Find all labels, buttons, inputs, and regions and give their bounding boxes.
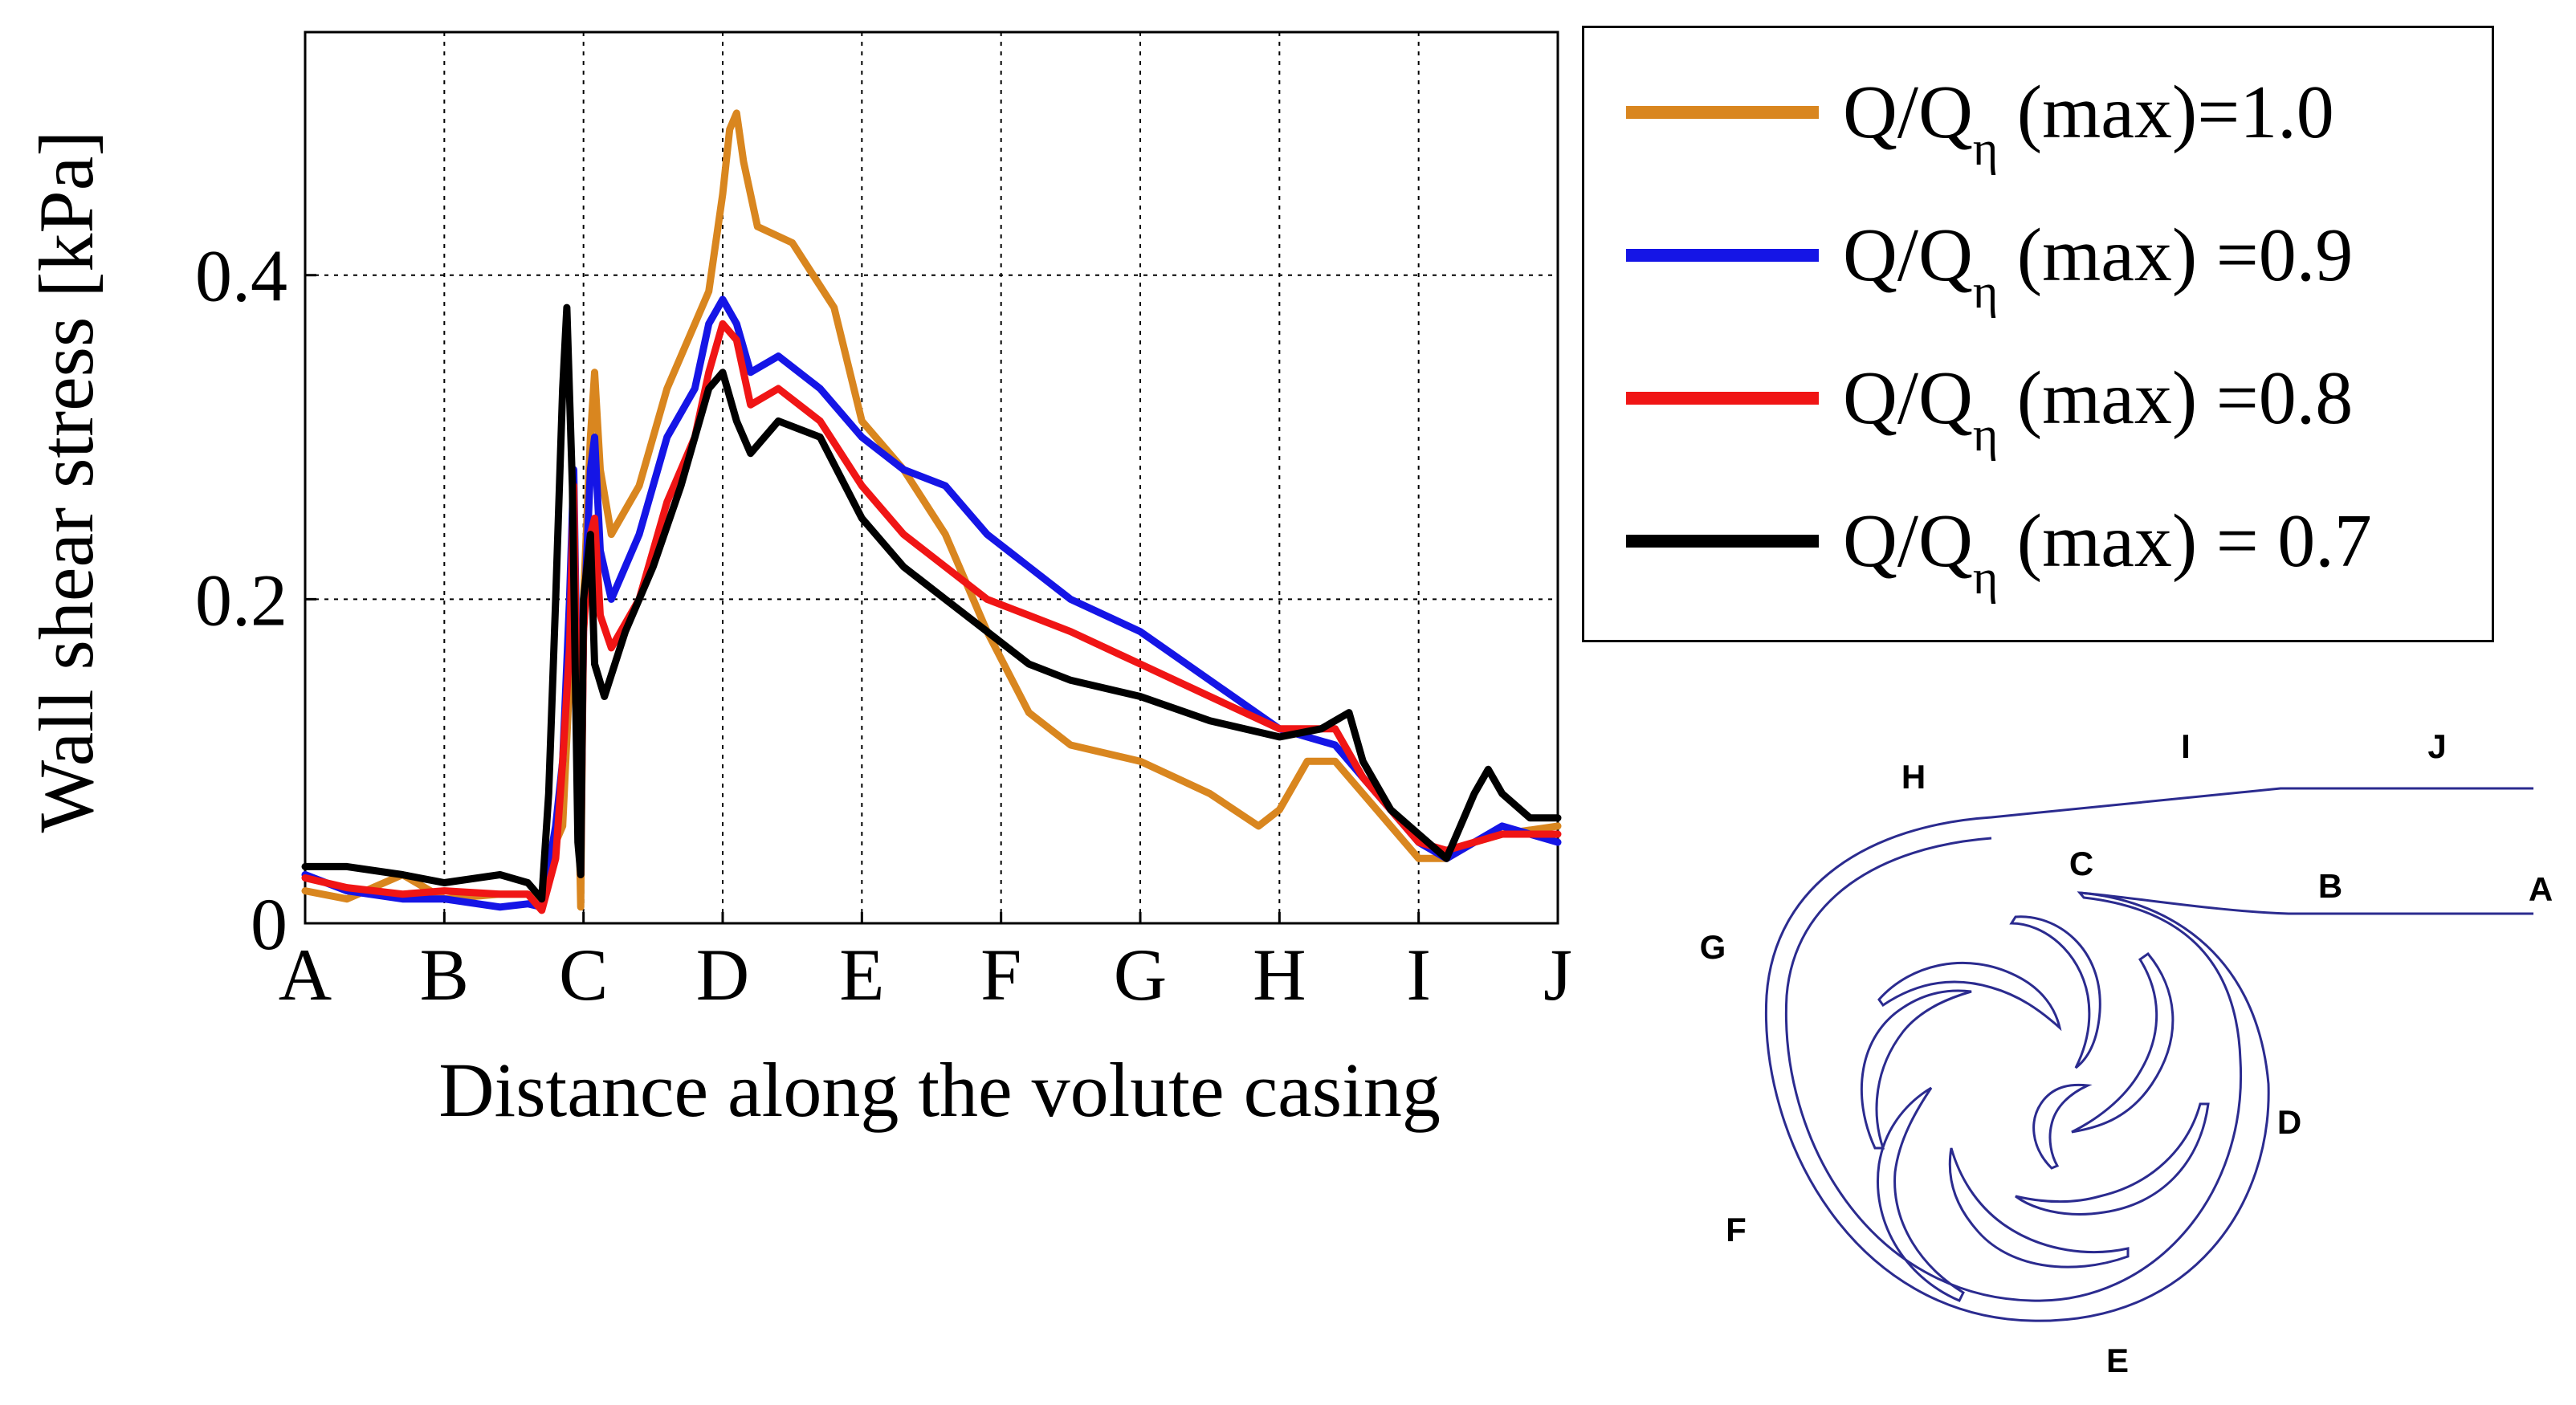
legend-label: Q/Qη (max) =0.8 <box>1843 356 2354 461</box>
y-axis-label: Wall shear stress [kPa] <box>23 131 109 833</box>
series-lines <box>301 109 1562 914</box>
schematic-label-e: E <box>2106 1342 2129 1379</box>
schematic-label-i: I <box>2181 727 2191 765</box>
x-tick-label: F <box>980 934 1021 1016</box>
x-tick-label: H <box>1253 934 1306 1016</box>
volute-outer-wall <box>1764 787 2533 1322</box>
x-tick-label: C <box>559 934 608 1016</box>
x-tick-label: I <box>1406 934 1431 1016</box>
legend-swatch <box>1626 392 1819 405</box>
x-tick-label: J <box>1543 934 1572 1016</box>
x-tick-labels: A B C D E F G H I J <box>279 934 1572 1016</box>
impeller <box>1861 915 2210 1302</box>
volute-casing-schematic <box>1764 787 2533 1322</box>
schematic-labels: A B C D E F G H I J <box>1700 727 2554 1379</box>
plot-area <box>301 31 1562 925</box>
legend-label: Q/Qη (max) =0.9 <box>1843 214 2354 318</box>
schematic-label-h: H <box>1901 758 1926 796</box>
schematic-label-g: G <box>1700 928 1726 966</box>
legend-swatch <box>1626 106 1819 119</box>
legend-swatch <box>1626 535 1819 548</box>
schematic-label-a: A <box>2529 870 2553 908</box>
y-tick-label: 0 <box>251 883 287 965</box>
legend: Q/Qη (max)=1.0 Q/Qη (max) =0.9 Q/Qη (max) … <box>1582 26 2494 642</box>
y-tick-labels: 0 0.2 0.4 <box>195 235 287 965</box>
schematic-label-c: C <box>2069 845 2093 882</box>
x-axis-label: Distance along the volute casing <box>438 1047 1441 1133</box>
x-tick-label: A <box>279 934 332 1016</box>
y-tick-label: 0.4 <box>195 235 287 317</box>
volute-tongue <box>2079 891 2533 915</box>
x-tick-label: B <box>420 934 469 1016</box>
schematic-label-b: B <box>2318 867 2342 905</box>
x-tick-label: G <box>1114 934 1167 1016</box>
schematic-label-j: J <box>2427 727 2446 765</box>
series-line-4 <box>301 303 1562 903</box>
y-tick-label: 0.2 <box>195 559 287 641</box>
legend-label: Q/Qη (max)=1.0 <box>1843 71 2334 175</box>
schematic-label-f: F <box>1726 1211 1747 1248</box>
x-tick-label: D <box>696 934 749 1016</box>
legend-swatch <box>1626 249 1819 262</box>
schematic-label-d: D <box>2277 1103 2301 1141</box>
legend-label: Q/Qη (max) = 0.7 <box>1843 499 2372 604</box>
grid <box>304 32 1559 925</box>
x-tick-label: E <box>839 934 884 1016</box>
